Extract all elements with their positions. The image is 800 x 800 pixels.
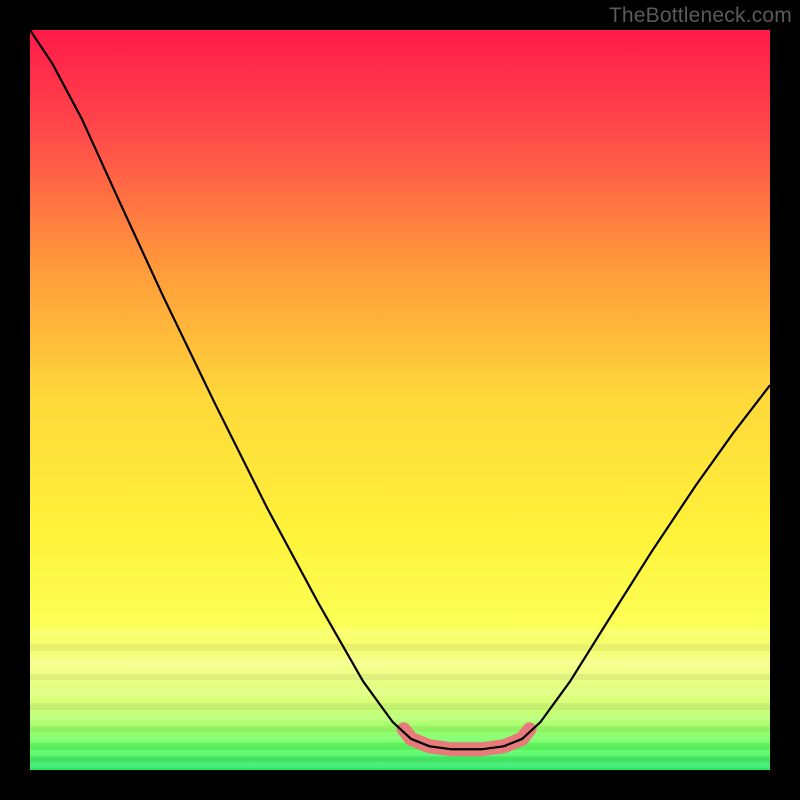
chart-svg [30,30,770,770]
plot-area [30,30,770,770]
bottleneck-curve [30,30,770,749]
highlight-segment [404,729,530,749]
attribution-text: TheBottleneck.com [609,4,792,28]
